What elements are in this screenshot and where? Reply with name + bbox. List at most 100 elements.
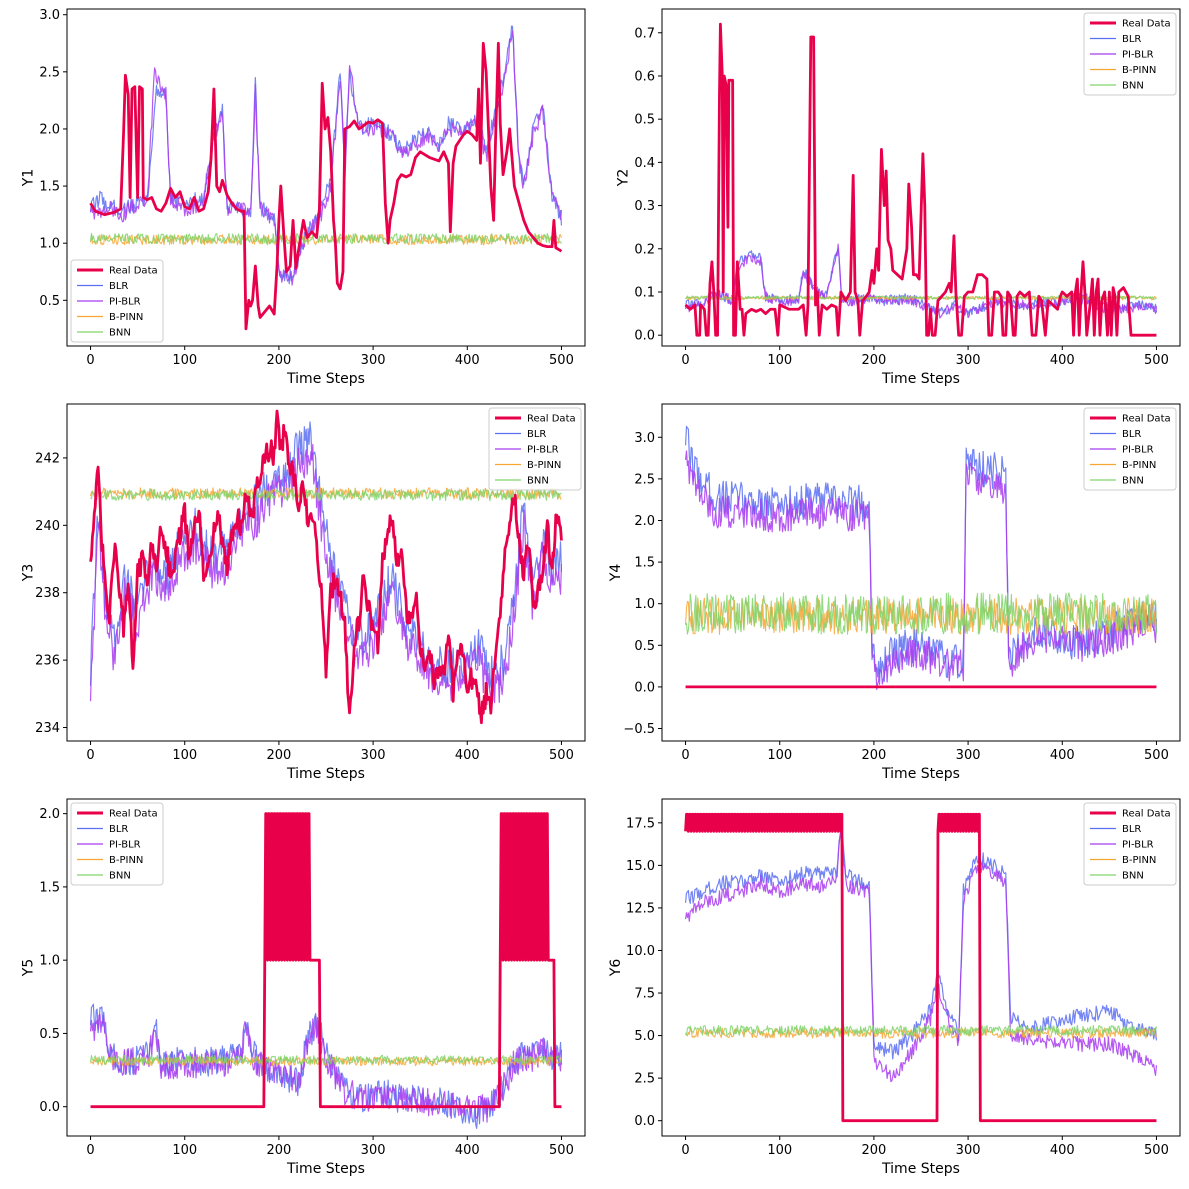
x-tick-label: 400 [455,1143,480,1158]
series-line-real-data [90,812,562,1109]
legend: Real Data BLR PI-BLR B-PINN BNN [70,259,164,343]
x-tick-label: 500 [1144,1143,1169,1158]
x-tick-label: 500 [549,748,574,763]
x-tick-label: 500 [549,1143,574,1158]
legend-box [1083,802,1177,886]
y-tick-label: 2.5 [634,1072,655,1087]
x-tick-label: 400 [455,748,480,763]
y-axis-label: Y5 [21,959,37,977]
legend-label: PI-BLR [1122,445,1154,456]
legend-label: BLR [527,429,546,440]
legend-label: Real Data [1122,809,1171,820]
legend-label: BNN [527,476,549,487]
x-tick-label: 200 [266,1143,291,1158]
axes-frame [66,8,586,347]
series-line-real-data [89,409,563,725]
legend-box [488,407,582,491]
legend: Real Data BLR PI-BLR B-PINN BNN [1083,12,1177,96]
legend-label: PI-BLR [1122,840,1154,851]
y-tick-label: 0.5 [39,1027,60,1042]
x-tick-label: 0 [86,748,94,763]
y-tick-label: 2.5 [634,472,655,487]
x-tick-label: 100 [767,748,792,763]
y-tick-label: 240 [35,519,60,534]
legend-label: B-PINN [109,312,143,323]
legend-label: Real Data [1122,414,1171,425]
x-axis-label: Time Steps [286,766,365,782]
series-line-real-data [684,22,1157,337]
legend-label: BLR [109,824,128,835]
y-tick-label: 15.0 [626,859,655,874]
legend-label: B-PINN [1122,460,1156,471]
legend-label: Real Data [109,809,158,820]
x-tick-label: 400 [1050,1143,1075,1158]
legend-box [70,802,164,886]
y-tick-label: 12.5 [626,901,655,916]
y-tick-label: 2.0 [39,122,60,137]
x-tick-label: 400 [455,353,480,368]
y-axis-label: Y6 [608,959,624,978]
legend-label: BNN [1122,81,1144,92]
legend-label: B-PINN [1122,855,1156,866]
y-tick-label: 0.4 [634,156,655,171]
legend-label: PI-BLR [527,445,559,456]
legend-label: Real Data [109,266,158,277]
y-tick-label: 1.0 [634,597,655,612]
series-line-bnn [90,1054,562,1065]
series-line-pi-blr [89,30,563,286]
y-tick-label: 0.1 [634,285,655,300]
y-tick-label: 1.5 [39,180,60,195]
subplot-y1: 0 100 200 300 400 500 0.5 1.0 1.5 2.0 2.5 3.0 Time S… [21,8,586,387]
x-tick-label: 0 [86,353,94,368]
x-tick-label: 200 [861,1143,886,1158]
legend: Real Data BLR PI-BLR B-PINN BNN [1083,407,1177,491]
legend-box [1083,12,1177,96]
legend: Real Data BLR PI-BLR B-PINN BNN [70,802,164,886]
y-tick-label: 10.0 [626,944,655,959]
x-tick-label: 300 [956,1143,981,1158]
x-tick-label: 400 [1050,748,1075,763]
subplot-y6: 0 100 200 300 400 500 0.0 2.5 5.0 7.5 10.0 12.5 15.0… [608,798,1181,1177]
x-axis-label: Time Steps [881,766,960,782]
legend-label: Real Data [527,414,576,425]
series-line-real-data [89,41,563,331]
legend-label: BLR [1122,429,1141,440]
legend-label: BNN [109,328,131,339]
y-axis-label: Y2 [616,169,632,187]
legend-label: BLR [1122,34,1141,45]
y-tick-label: 2.0 [39,807,60,822]
y-tick-label: 2.5 [39,65,60,80]
series-line-b-pinn [90,487,562,500]
y-tick-label: 1.0 [39,237,60,252]
series-line-pi-blr [89,443,563,706]
subplot-y5: 0 100 200 300 400 500 0.0 0.5 1.0 1.5 2.0 Time Step… [21,798,586,1177]
y-tick-label: 1.0 [39,954,60,969]
x-axis-label: Time Steps [881,371,960,387]
legend-label: BLR [1122,824,1141,835]
y-tick-label: 0.3 [634,199,655,214]
legend-box [70,259,164,343]
x-axis-label: Time Steps [286,371,365,387]
x-tick-label: 500 [549,353,574,368]
x-tick-label: 300 [361,748,386,763]
axes-frame [66,798,586,1137]
x-tick-label: 300 [361,1143,386,1158]
x-tick-label: 400 [1050,353,1075,368]
y-tick-label: 0.6 [634,69,655,84]
series-line-bnn [90,232,562,245]
x-tick-label: 200 [861,748,886,763]
legend-label: PI-BLR [1122,50,1154,61]
x-tick-label: 500 [1144,748,1169,763]
legend-label: BNN [1122,871,1144,882]
x-tick-label: 500 [1144,353,1169,368]
y-tick-label: 0.5 [634,639,655,654]
x-tick-label: 100 [172,748,197,763]
series-line-pi-blr [89,1013,563,1123]
y-tick-label: 242 [35,451,60,466]
legend-label: Real Data [1122,19,1171,30]
series-line-bnn [685,592,1157,635]
x-tick-label: 300 [361,353,386,368]
x-tick-label: 0 [681,1143,689,1158]
series-line-real-data [684,812,1157,1123]
